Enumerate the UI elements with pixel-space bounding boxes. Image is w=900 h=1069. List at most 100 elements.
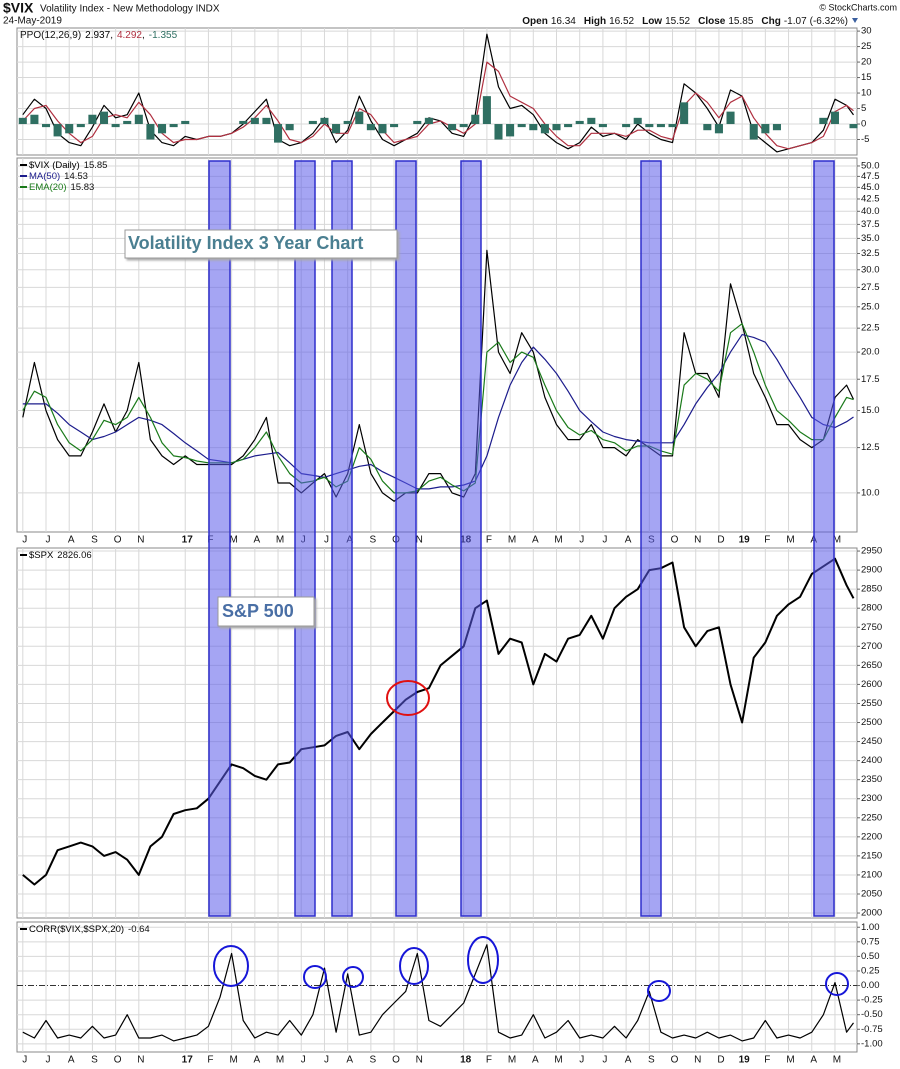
legend-separator: , — [142, 30, 145, 41]
histogram-bar — [494, 124, 503, 140]
highlight-circle — [399, 947, 429, 985]
series-line — [22, 323, 854, 494]
dropdown-icon — [852, 18, 858, 23]
quote-value: 15.52 — [665, 16, 690, 27]
legend-value: -1.355 — [149, 30, 178, 41]
histogram-bar — [181, 120, 190, 125]
x-tick-label: D — [717, 1055, 724, 1066]
y-tick-label: 2900 — [861, 565, 882, 576]
histogram-bar — [680, 102, 689, 125]
histogram-bar — [459, 124, 468, 128]
x-tick-label: F — [486, 1055, 492, 1066]
x-tick-label: D — [717, 535, 724, 546]
histogram-bar — [413, 120, 422, 125]
legend-entry: EMA(20) 15.83 — [29, 182, 94, 193]
highlight-circle — [647, 980, 671, 1002]
x-tick-label: J — [301, 1055, 306, 1066]
y-tick-label: 2550 — [861, 698, 882, 709]
histogram-bar — [274, 124, 283, 143]
legend-value: 4.292 — [117, 30, 142, 41]
y-tick-label: 2300 — [861, 793, 882, 804]
x-tick-label: F — [764, 535, 770, 546]
highlight-band — [294, 160, 316, 917]
legend-value: 2.937 — [85, 30, 110, 41]
x-tick-label: J — [324, 1055, 329, 1066]
y-tick-label: 25 — [861, 41, 872, 52]
x-tick-label: N — [137, 535, 144, 546]
panel-frame — [16, 921, 858, 1053]
legend-separator: , — [110, 30, 113, 41]
y-tick-label: 42.5 — [861, 193, 880, 204]
x-tick-label: F — [486, 535, 492, 546]
series-line — [22, 944, 854, 1042]
panel: 2950 2900 2850 2800 2750 2700 2650 2600 2550 2500… — [16, 546, 882, 919]
y-tick-label: 37.5 — [861, 219, 880, 230]
x-tick-label: J — [602, 1055, 607, 1066]
histogram-bar — [714, 124, 723, 134]
panel-frame — [16, 27, 858, 156]
y-tick-label: 2950 — [861, 546, 882, 557]
x-tick-label: N — [137, 1055, 144, 1066]
x-tick-label: A — [254, 535, 261, 546]
symbol: $VIX — [3, 0, 34, 16]
histogram-bar — [76, 124, 85, 128]
y-tick-label: 45.0 — [861, 182, 880, 193]
histogram-bar — [378, 124, 387, 134]
y-tick-label: 22.5 — [861, 323, 880, 334]
histogram-bar — [65, 124, 74, 134]
highlight-band — [460, 160, 482, 917]
histogram-bar — [41, 124, 51, 128]
histogram-bar — [749, 124, 758, 140]
x-tick-label: A — [254, 1055, 261, 1066]
histogram-bar — [30, 114, 39, 125]
x-tick-label: S — [370, 535, 377, 546]
highlight-circle — [467, 936, 499, 984]
histogram-bar — [726, 111, 735, 125]
y-tick-label: 2700 — [861, 641, 882, 652]
annotation: S&P 500 — [222, 601, 294, 621]
x-tick-label: M — [554, 535, 562, 546]
histogram-bar — [332, 124, 341, 134]
highlight-band — [395, 160, 417, 917]
x-tick-label: M — [508, 1055, 516, 1066]
x-tick-label: M — [276, 1055, 284, 1066]
histogram-bar — [53, 124, 62, 137]
x-tick-label: J — [22, 1055, 27, 1066]
y-tick-label: 0.25 — [861, 965, 880, 976]
histogram-bar — [552, 124, 561, 131]
histogram-bar — [308, 120, 317, 125]
x-tick-label: 17 — [182, 535, 194, 546]
histogram-bar — [366, 124, 375, 131]
panel-frame — [16, 157, 858, 533]
y-tick-label: 2100 — [861, 869, 882, 880]
histogram-bar — [123, 120, 132, 125]
panel: 50.047.545.042.5 40.0 37.5 35.0 32.5 30.0 27.5… — [16, 157, 880, 546]
quote-label: Close — [698, 16, 726, 27]
x-tick-label: S — [648, 1055, 655, 1066]
y-tick-label: 2150 — [861, 850, 882, 861]
highlight-band — [813, 160, 835, 917]
legend-entry: $SPX 2826.06 — [29, 550, 92, 561]
highlight-circle — [386, 680, 430, 716]
x-tick-label: A — [532, 1055, 539, 1066]
series-line — [22, 334, 854, 490]
quote-label: Chg — [761, 16, 780, 27]
x-tick-label: A — [346, 1055, 353, 1066]
quote-label: Low — [642, 16, 662, 27]
y-tick-label: 2750 — [861, 622, 882, 633]
y-tick-label: 47.5 — [861, 171, 880, 182]
y-tick-label: 30 — [861, 26, 872, 37]
y-tick-label: -5 — [861, 134, 869, 145]
legend-value: 15.85 — [84, 160, 108, 171]
x-tick-label: J — [602, 535, 607, 546]
histogram-bar — [424, 117, 433, 125]
security-name: Volatility Index - New Methodology INDX — [40, 4, 220, 15]
histogram-bar — [262, 117, 271, 125]
spx-annotation: S&P 500 — [217, 596, 315, 627]
x-tick-label: F — [207, 1055, 213, 1066]
histogram-bar — [645, 124, 654, 128]
y-tick-label: 15.0 — [861, 405, 880, 416]
histogram-bar — [239, 120, 248, 125]
